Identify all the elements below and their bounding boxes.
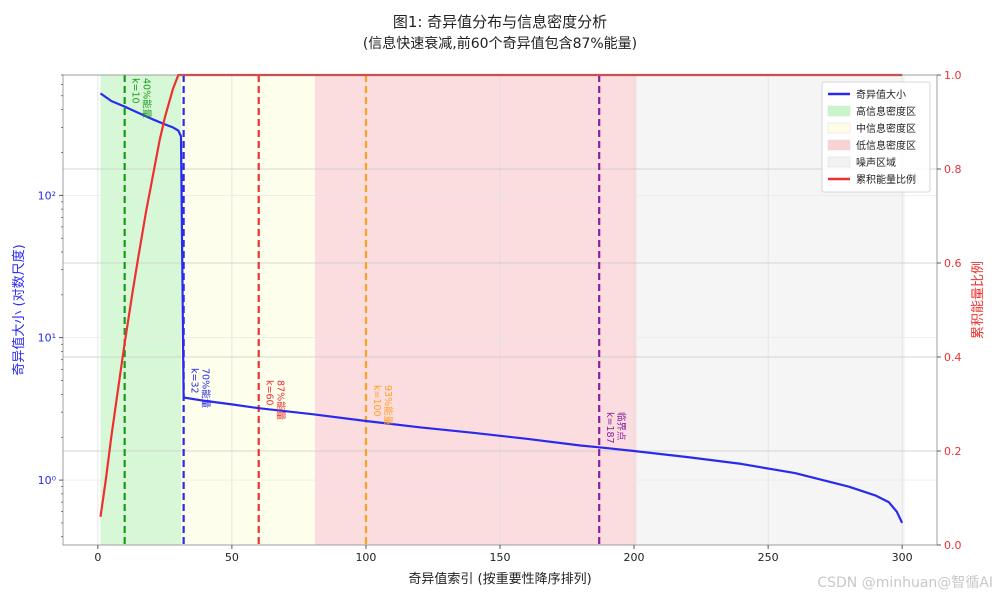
vline-annotation-energy: 70%能量 [200,368,212,409]
y-right-tick-label: 0.2 [944,445,962,458]
x-tick-label: 250 [758,551,779,564]
regions-layer [100,75,905,545]
vline-annotation-k: k=32 [189,368,200,394]
y-axis-left: 10⁰ 10¹ 10² [38,74,63,538]
annotations-layer: k=10 40%能量 k=32 70%能量 k=60 87%能量 k=100 93%能量 k=1… [130,78,628,444]
y-right-tick-label: 0.6 [944,257,962,270]
vline-annotation-energy: 93%能量 [382,385,394,426]
legend-label: 高信息密度区 [856,105,916,118]
legend-label: 噪声区域 [856,156,896,169]
legend-label: 低信息密度区 [856,139,916,152]
x-tick-label: 300 [892,551,913,564]
x-tick-label: 150 [490,551,511,564]
vlines-layer [123,75,601,545]
chart-title: 图1: 奇异值分布与信息密度分析 [393,13,607,31]
vline-annotation-k: k=10 [130,78,141,104]
y-axis-right: 0.0 0.2 0.4 0.6 0.8 1.0 [937,69,962,552]
chart-subtitle: (信息快速衰减,前60个奇异值包含87%能量) [363,35,637,52]
series-line [99,92,904,524]
y-axis-left-label: 奇异值大小 (对数尺度) [11,244,27,375]
vline-annotation-energy: 40%能量 [141,78,153,119]
vline-annotation-k: k=60 [264,380,275,406]
y-right-tick-label: 0.0 [944,539,962,552]
x-axis-label: 奇异值索引 (按重要性降序排列) [408,571,591,587]
legend-swatch-patch [827,139,851,151]
vline-annotation-energy: 87%能量 [275,380,287,421]
y-right-tick-label: 0.8 [944,163,962,176]
legend-label: 奇异值大小 [856,88,906,101]
y-right-tick-label: 1.0 [944,69,962,82]
x-tick-label: 100 [355,551,376,564]
x-tick-label: 50 [225,551,239,564]
region-band [100,75,181,545]
vline-annotation-k: k=187 [604,412,615,444]
y-left-tick-label: 10² [38,189,56,202]
watermark: CSDN @minhuan@智循AI [817,575,993,591]
x-axis: 0 50 100 150 200 250 300 [94,545,913,564]
y-left-tick-label: 10⁰ [38,474,57,487]
vline-annotation-energy: 临界点 [615,412,627,441]
x-tick-label: 0 [94,551,101,564]
y-left-tick-label: 10¹ [38,332,56,345]
legend-swatch-patch [827,122,851,134]
vline-annotation-k: k=100 [371,385,382,417]
legend-swatch-patch [827,105,851,117]
legend-label: 累积能量比例 [856,173,916,186]
y-right-tick-label: 0.4 [944,351,962,364]
region-band [180,75,316,545]
x-tick-label: 200 [624,551,645,564]
legend-swatch-patch [827,156,851,168]
legend-label: 中信息密度区 [856,122,916,135]
y-axis-right-label: 累积能量比例 [971,261,986,339]
region-band [315,75,637,545]
